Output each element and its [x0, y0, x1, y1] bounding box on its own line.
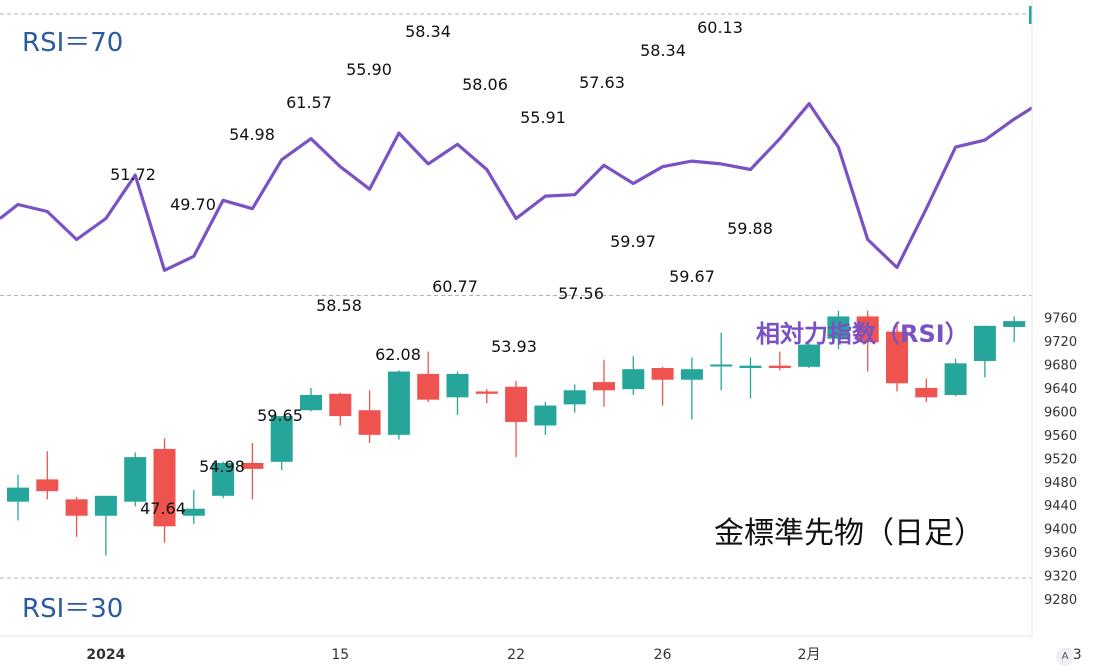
candle-body [124, 457, 147, 502]
rsi-value-label: 47.64 [140, 499, 186, 518]
candle-body [739, 365, 762, 369]
candle-body [241, 462, 264, 469]
y-tick-label: 9440 [1044, 499, 1077, 514]
y-tick-label: 9400 [1044, 523, 1077, 538]
y-tick-label: 9560 [1044, 429, 1077, 444]
rsi-value-label: 54.98 [229, 125, 275, 144]
rsi-value-label: 49.70 [170, 195, 216, 214]
y-tick-label: 9680 [1044, 359, 1077, 374]
x-tick-label: 26 [654, 647, 672, 663]
x-axis: 20241522262月1319 [0, 635, 1082, 663]
rsi-value-label: 54.98 [199, 457, 245, 476]
candle-body [593, 382, 615, 391]
y-tick-label: 9320 [1044, 570, 1077, 585]
candle-body [270, 416, 293, 462]
candle-body [1029, 6, 1032, 24]
candle-body [651, 368, 674, 380]
candle-body [212, 462, 235, 496]
candle-body [1003, 321, 1026, 327]
candle-body [358, 410, 381, 435]
rsi-value-label: 59.88 [727, 219, 773, 238]
candle-body [944, 363, 967, 395]
candle-body [563, 390, 586, 405]
rsi-value-label: 62.08 [375, 345, 421, 364]
candle-body [827, 316, 850, 339]
candle-body [710, 364, 733, 367]
candle-body [36, 479, 59, 492]
candle-body [622, 369, 645, 390]
rsi-value-label: 57.63 [579, 73, 625, 92]
y-tick-label: 9520 [1044, 452, 1077, 467]
y-axis: 9280 9320 9360 9400 9440 9480 9520 9560 9600 9640… [1031, 0, 1077, 636]
y-tick-label: 9640 [1044, 382, 1077, 397]
rsi-value-label: 53.93 [491, 337, 537, 356]
auto-scale-button[interactable]: A [1056, 648, 1074, 666]
y-tick-label: 9600 [1044, 405, 1077, 420]
candle-body [182, 508, 205, 516]
candle-body [387, 371, 410, 435]
y-tick-label: 9720 [1044, 335, 1077, 350]
rsi-value-label: 58.06 [462, 75, 508, 94]
candle-body [417, 373, 440, 400]
candle-body [886, 331, 908, 384]
rsi-value-label: 59.97 [610, 232, 656, 251]
candle-body [94, 495, 117, 516]
y-tick-label: 9760 [1044, 312, 1077, 327]
candle-body [329, 393, 352, 417]
candle-body [505, 386, 528, 422]
y-tick-label: 9360 [1044, 546, 1077, 561]
rsi-value-label: 58.58 [316, 296, 362, 315]
rsi-value-label: 51.72 [110, 165, 156, 184]
candle-body [153, 448, 176, 527]
y-tick-label: 9280 [1044, 593, 1077, 608]
candle-body [300, 394, 322, 411]
rsi-value-label: 58.34 [405, 22, 451, 41]
x-tick-label: 15 [331, 647, 349, 663]
rsi-value-label: 61.57 [286, 93, 332, 112]
rsi-value-label: 58.34 [640, 41, 686, 60]
rsi-70-label: RSI＝70 [22, 28, 124, 58]
rsi-name-label: 相対力指数（RSI） [756, 320, 969, 348]
rsi-value-label: 60.77 [432, 277, 478, 296]
candles [7, 6, 1032, 556]
candle-body [534, 405, 557, 426]
rsi-value-label: 55.90 [346, 60, 392, 79]
candle-body [680, 369, 703, 380]
rsi-annotations: 51.72 47.64 49.70 54.98 54.98 59.65 61.57 58.58… [110, 18, 773, 518]
rsi-value-label: 57.56 [558, 284, 604, 303]
candle-body [798, 344, 821, 367]
candle-body [915, 387, 938, 398]
x-tick-label: 2月 [798, 647, 821, 663]
rsi-levels [0, 13, 1032, 579]
x-tick-label: 2024 [86, 647, 125, 663]
rsi-value-label: 60.13 [697, 18, 743, 37]
rsi-polyline [0, 102, 1033, 272]
candle-body [475, 391, 498, 394]
y-tick-label: 9480 [1044, 476, 1077, 491]
rsi-value-label: 55.91 [520, 108, 566, 127]
candle-body [446, 373, 469, 398]
chart-title: 金標準先物（日足） [714, 516, 984, 551]
rsi-30-label: RSI＝30 [22, 594, 124, 624]
candle-body [768, 365, 791, 369]
x-tick-label: 22 [507, 647, 525, 663]
candle-body [65, 499, 88, 516]
rsi-line [0, 102, 1033, 272]
rsi-value-label: 59.65 [257, 406, 303, 425]
candle-body [973, 325, 996, 361]
candle-body [856, 316, 879, 343]
candle-body [7, 487, 29, 502]
rsi-value-label: 59.67 [669, 267, 715, 286]
